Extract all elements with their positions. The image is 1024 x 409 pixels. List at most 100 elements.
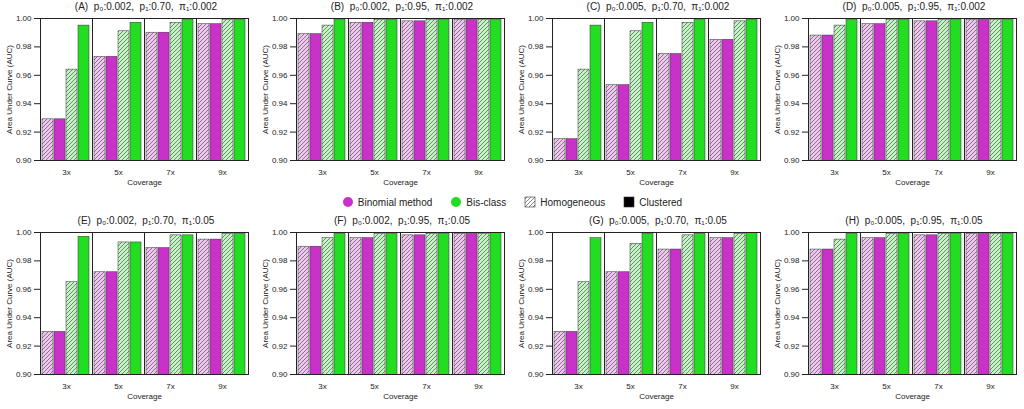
svg-text:0.98: 0.98 bbox=[272, 256, 288, 265]
svg-text:1.00: 1.00 bbox=[784, 14, 800, 23]
html-text:Bis-class: Bis-class bbox=[466, 196, 507, 208]
svg-text:0.96: 0.96 bbox=[272, 285, 288, 294]
svg-text:Area Under Curve (AUC): Area Under Curve (AUC) bbox=[5, 45, 14, 134]
svg-text:0.90: 0.90 bbox=[16, 370, 32, 379]
svg-text:3x: 3x bbox=[62, 168, 70, 177]
svg-text:0.94: 0.94 bbox=[528, 99, 544, 108]
svg-text:Area Under Curve (AUC): Area Under Curve (AUC) bbox=[261, 45, 270, 134]
svg-text:9x: 9x bbox=[474, 382, 482, 391]
svg-text:0.92: 0.92 bbox=[16, 342, 32, 351]
svg-text:0.90: 0.90 bbox=[272, 370, 288, 379]
svg-text:0.90: 0.90 bbox=[528, 370, 544, 379]
svg-text:0.96: 0.96 bbox=[16, 285, 32, 294]
svg-text:0.94: 0.94 bbox=[272, 313, 288, 322]
svg-text:3x: 3x bbox=[830, 382, 838, 391]
svg-text:Area Under Curve (AUC): Area Under Curve (AUC) bbox=[773, 45, 782, 134]
svg-text:3x: 3x bbox=[318, 168, 326, 177]
svg-text:Area Under Curve (AUC): Area Under Curve (AUC) bbox=[5, 259, 14, 348]
svg-text:1.00: 1.00 bbox=[528, 14, 544, 23]
svg-text:9x: 9x bbox=[730, 168, 738, 177]
svg-text:Area Under Curve (AUC): Area Under Curve (AUC) bbox=[517, 259, 526, 348]
svg-text:5x: 5x bbox=[370, 382, 378, 391]
svg-text:3x: 3x bbox=[574, 168, 582, 177]
svg-text:0.94: 0.94 bbox=[528, 313, 544, 322]
svg-text:9x: 9x bbox=[218, 382, 226, 391]
svg-text:0.94: 0.94 bbox=[272, 99, 288, 108]
svg-text:0.96: 0.96 bbox=[272, 71, 288, 80]
svg-text:0.94: 0.94 bbox=[16, 99, 32, 108]
svg-text:3x: 3x bbox=[574, 382, 582, 391]
svg-text:0.92: 0.92 bbox=[272, 342, 288, 351]
svg-text:5x: 5x bbox=[626, 168, 634, 177]
svg-text:1.00: 1.00 bbox=[16, 228, 32, 237]
svg-text:0.90: 0.90 bbox=[528, 156, 544, 165]
html-text:Homogeneous: Homogeneous bbox=[540, 196, 606, 208]
svg-text:0.92: 0.92 bbox=[272, 128, 288, 137]
svg-text:0.96: 0.96 bbox=[784, 285, 800, 294]
svg-text:5x: 5x bbox=[626, 382, 634, 391]
html-text:Binomial method: Binomial method bbox=[357, 196, 433, 208]
svg-text:Coverage: Coverage bbox=[639, 392, 674, 401]
svg-text:5x: 5x bbox=[114, 168, 122, 177]
svg-text:0.92: 0.92 bbox=[528, 342, 544, 351]
svg-text:0.96: 0.96 bbox=[784, 71, 800, 80]
svg-text:7x: 7x bbox=[678, 382, 686, 391]
svg-text:0.98: 0.98 bbox=[784, 256, 800, 265]
html-text:Clustered: Clustered bbox=[639, 196, 683, 208]
svg-text:0.92: 0.92 bbox=[528, 128, 544, 137]
svg-text:0.98: 0.98 bbox=[784, 42, 800, 51]
svg-text:0.90: 0.90 bbox=[784, 156, 800, 165]
svg-text:Coverage: Coverage bbox=[383, 178, 418, 187]
svg-text:0.98: 0.98 bbox=[528, 256, 544, 265]
svg-text:Coverage: Coverage bbox=[127, 392, 162, 401]
svg-text:0.98: 0.98 bbox=[528, 42, 544, 51]
svg-text:9x: 9x bbox=[474, 168, 482, 177]
svg-text:7x: 7x bbox=[422, 382, 430, 391]
svg-text:Coverage: Coverage bbox=[127, 178, 162, 187]
svg-text:0.96: 0.96 bbox=[16, 71, 32, 80]
svg-text:0.92: 0.92 bbox=[784, 128, 800, 137]
svg-text:0.94: 0.94 bbox=[784, 313, 800, 322]
svg-text:0.90: 0.90 bbox=[784, 370, 800, 379]
svg-text:7x: 7x bbox=[678, 168, 686, 177]
svg-text:9x: 9x bbox=[218, 168, 226, 177]
svg-text:0.94: 0.94 bbox=[16, 313, 32, 322]
svg-text:0.92: 0.92 bbox=[16, 128, 32, 137]
svg-text:0.94: 0.94 bbox=[784, 99, 800, 108]
svg-text:0.90: 0.90 bbox=[16, 156, 32, 165]
svg-text:7x: 7x bbox=[934, 168, 942, 177]
svg-text:0.92: 0.92 bbox=[784, 342, 800, 351]
svg-text:Coverage: Coverage bbox=[895, 178, 930, 187]
svg-text:9x: 9x bbox=[730, 382, 738, 391]
svg-text:Area Under Curve (AUC): Area Under Curve (AUC) bbox=[261, 259, 270, 348]
svg-text:7x: 7x bbox=[934, 382, 942, 391]
svg-text:5x: 5x bbox=[882, 382, 890, 391]
svg-text:3x: 3x bbox=[62, 382, 70, 391]
svg-text:5x: 5x bbox=[114, 382, 122, 391]
svg-text:3x: 3x bbox=[318, 382, 326, 391]
svg-text:7x: 7x bbox=[422, 168, 430, 177]
svg-text:0.98: 0.98 bbox=[16, 42, 32, 51]
svg-text:1.00: 1.00 bbox=[528, 228, 544, 237]
svg-text:Coverage: Coverage bbox=[895, 392, 930, 401]
svg-text:1.00: 1.00 bbox=[784, 228, 800, 237]
svg-text:1.00: 1.00 bbox=[272, 228, 288, 237]
svg-text:7x: 7x bbox=[166, 382, 174, 391]
svg-text:0.96: 0.96 bbox=[528, 285, 544, 294]
svg-text:9x: 9x bbox=[986, 382, 994, 391]
svg-text:5x: 5x bbox=[882, 168, 890, 177]
svg-text:5x: 5x bbox=[370, 168, 378, 177]
svg-text:Area Under Curve (AUC): Area Under Curve (AUC) bbox=[517, 45, 526, 134]
svg-text:0.96: 0.96 bbox=[528, 71, 544, 80]
svg-text:1.00: 1.00 bbox=[272, 14, 288, 23]
svg-text:Coverage: Coverage bbox=[383, 392, 418, 401]
svg-text:1.00: 1.00 bbox=[16, 14, 32, 23]
svg-text:0.98: 0.98 bbox=[272, 42, 288, 51]
svg-text:Coverage: Coverage bbox=[639, 178, 674, 187]
svg-text:Area Under Curve (AUC): Area Under Curve (AUC) bbox=[773, 259, 782, 348]
svg-text:0.90: 0.90 bbox=[272, 156, 288, 165]
svg-text:9x: 9x bbox=[986, 168, 994, 177]
svg-text:3x: 3x bbox=[830, 168, 838, 177]
svg-text:0.98: 0.98 bbox=[16, 256, 32, 265]
svg-text:7x: 7x bbox=[166, 168, 174, 177]
